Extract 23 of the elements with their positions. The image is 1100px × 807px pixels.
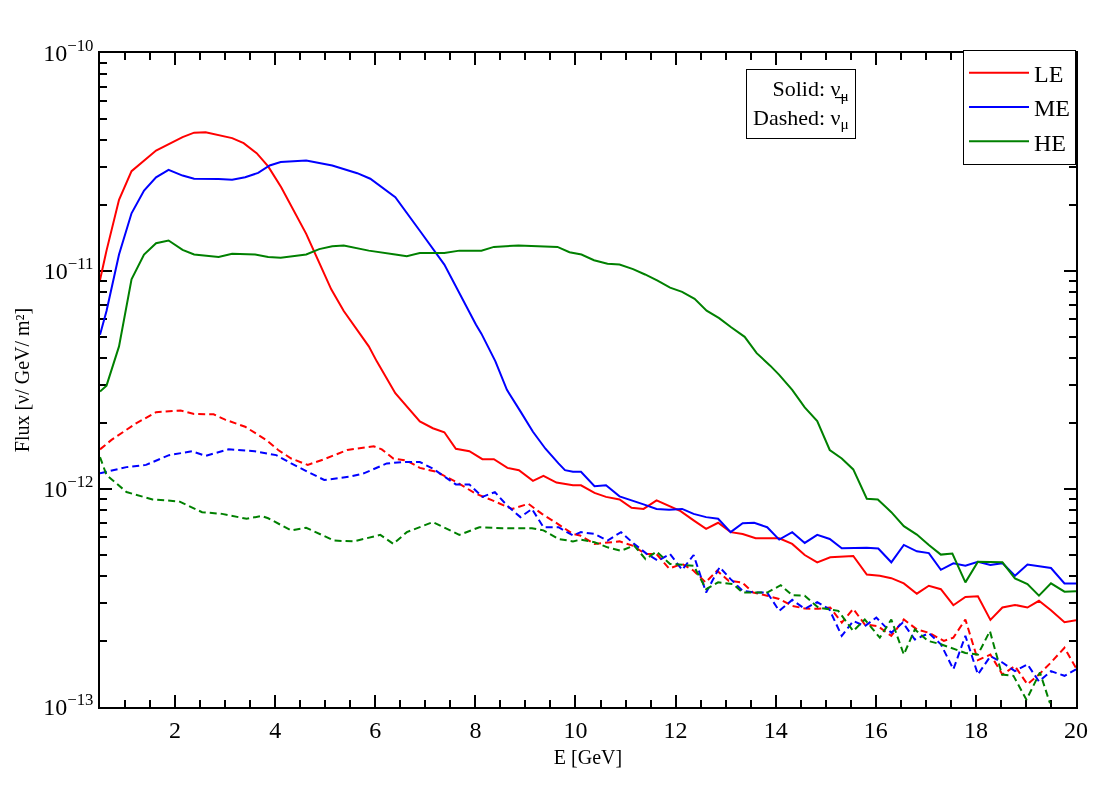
x-tick-label: 6 [369, 716, 382, 743]
x-tick-label: 16 [863, 716, 888, 743]
line-series [100, 239, 1076, 597]
annotation: Solid: ν̲$_{μ}$ [772, 76, 849, 104]
x-tick-label: 4 [269, 716, 282, 743]
y-axis-title: Flux [ν/ GeV/ m²] [11, 307, 34, 453]
y-tick-label: 10$^{−12}$ [43, 472, 94, 503]
y-tick-label: 10$^{−10}$ [43, 36, 94, 67]
x-tick-label: 20 [1064, 716, 1088, 743]
y-tick-label: 10$^{−13}$ [43, 690, 94, 721]
legend-label: LE [1034, 61, 1064, 88]
annotation: Dashed: ν$_{μ}$ [753, 104, 849, 133]
x-axis-title: E [GeV] [553, 745, 623, 768]
x-tick-label: 18 [963, 716, 988, 743]
line-series [100, 409, 1076, 686]
x-tick-label: 14 [763, 716, 788, 743]
x-tick-label: 10 [563, 716, 588, 743]
x-tick-label: 12 [663, 716, 688, 743]
legend-label: HE [1034, 129, 1066, 156]
legend-label: ME [1034, 95, 1070, 122]
x-tick-label: 8 [469, 716, 482, 743]
x-tick-label: 2 [169, 716, 182, 743]
y-tick-label: 10$^{−11}$ [43, 254, 94, 285]
